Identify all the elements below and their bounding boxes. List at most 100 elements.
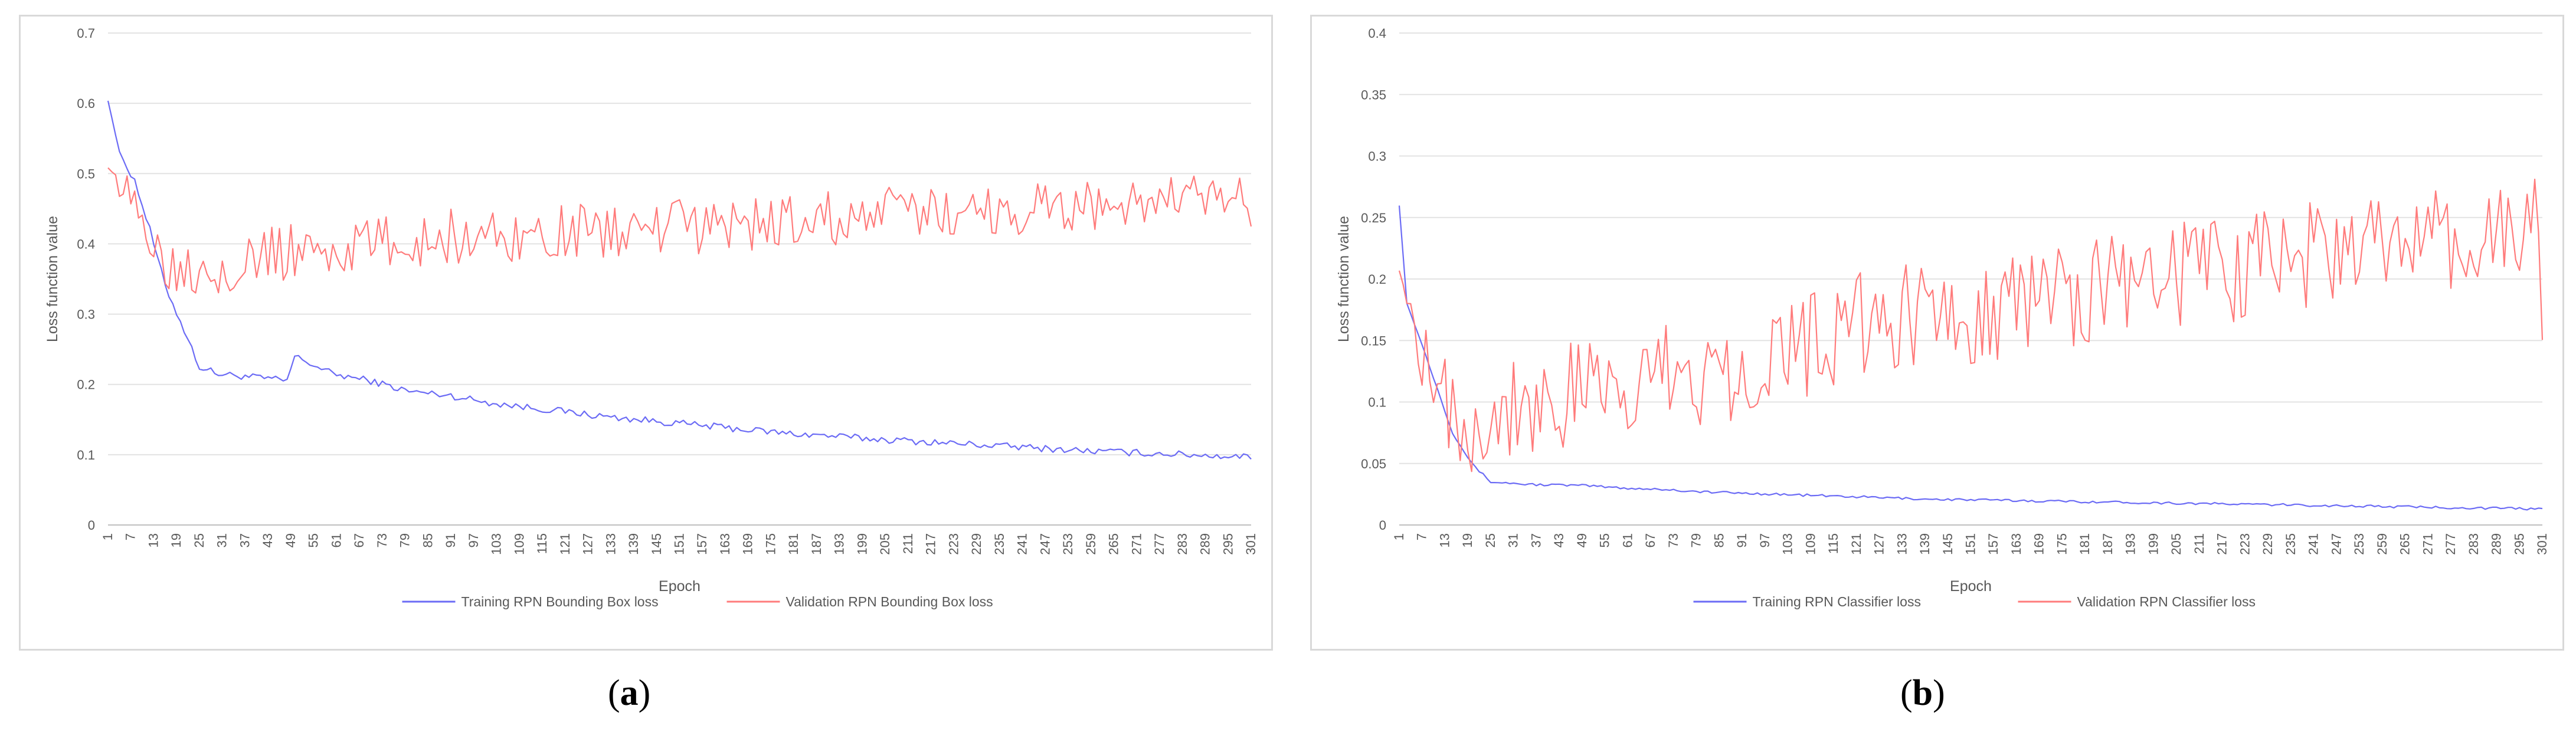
- x-tick-label: 139: [1917, 533, 1932, 555]
- x-tick-label: 151: [1963, 533, 1978, 555]
- x-tick-label: 1: [100, 533, 115, 540]
- series-line-training: [107, 100, 1252, 460]
- x-tick-label: 295: [1220, 533, 1235, 555]
- x-tick-label: 175: [2054, 533, 2069, 555]
- x-tick-label: 7: [123, 533, 138, 540]
- series-line-validation: [107, 167, 1252, 294]
- x-tick-label: 271: [2420, 533, 2435, 555]
- x-tick-label: 139: [626, 533, 641, 555]
- y-tick-label: 0.1: [1368, 395, 1386, 410]
- x-tick-label: 247: [2329, 533, 2343, 555]
- x-tick-label: 13: [1437, 533, 1452, 547]
- x-tick-label: 169: [741, 533, 755, 555]
- x-tick-label: 151: [672, 533, 687, 555]
- x-tick-label: 85: [1711, 533, 1726, 547]
- x-tick-label: 85: [420, 533, 435, 547]
- x-tick-label: 31: [1506, 533, 1521, 547]
- y-tick-label: 0.4: [77, 237, 95, 251]
- x-tick-label: 163: [2009, 533, 2024, 555]
- x-tick-label: 127: [581, 533, 595, 555]
- x-tick-label: 283: [2466, 533, 2481, 555]
- x-tick-label: 253: [2352, 533, 2366, 555]
- x-tick-label: 127: [1872, 533, 1887, 555]
- y-tick-label: 0.15: [1361, 333, 1386, 348]
- legend-label: Validation RPN Bounding Box loss: [786, 594, 993, 609]
- x-tick-label: 1: [1392, 533, 1406, 540]
- chart-svg-a: 0 0.1 0.2 0.3 0.4 0.5 0.6 0.7 1 7 13 19 25 31 37 43 49 55…: [44, 26, 1258, 609]
- x-tick-label: 67: [352, 533, 366, 547]
- x-tick-label: 229: [969, 533, 984, 555]
- x-tick-label: 133: [603, 533, 618, 555]
- caption-a: (a): [608, 673, 651, 713]
- x-tick-label: 253: [1060, 533, 1075, 555]
- x-tick-label: 247: [1037, 533, 1052, 555]
- x-tick-label: 181: [786, 533, 801, 555]
- x-tick-label: 259: [2375, 533, 2390, 555]
- x-tick-label: 31: [215, 533, 230, 547]
- y-tick-label: 0.2: [77, 378, 95, 392]
- x-tick-label: 97: [1757, 533, 1772, 547]
- y-tick-label: 0: [88, 518, 95, 533]
- x-tick-label: 43: [1552, 533, 1566, 547]
- x-tick-label: 61: [329, 533, 343, 547]
- x-tick-label: 175: [763, 533, 778, 555]
- caption-a-letter: a: [620, 673, 639, 713]
- x-tick-label: 133: [1894, 533, 1909, 555]
- x-tick-label: 187: [2100, 533, 2115, 555]
- series-line-validation: [1398, 178, 2544, 472]
- x-tick-label: 295: [2512, 533, 2526, 555]
- x-tick-label: 25: [192, 533, 207, 547]
- x-tick-label: 55: [306, 533, 321, 547]
- y-axis-title: Loss function value: [44, 216, 61, 342]
- x-tick-label: 283: [1175, 533, 1190, 555]
- x-tick-label: 289: [2489, 533, 2504, 555]
- x-tick-label: 43: [260, 533, 275, 547]
- x-tick-label: 217: [924, 533, 938, 555]
- x-tick-label: 211: [901, 533, 915, 554]
- x-tick-label: 301: [1243, 533, 1258, 555]
- x-tick-label: 49: [1575, 533, 1589, 547]
- x-tick-label: 277: [1152, 533, 1167, 555]
- x-tick-label: 241: [1015, 533, 1030, 555]
- x-tick-label: 223: [946, 533, 961, 555]
- x-axis-title: Epoch: [659, 578, 701, 595]
- x-tick-label: 73: [1666, 533, 1681, 547]
- x-tick-label: 103: [489, 533, 504, 555]
- x-tick-label: 55: [1598, 533, 1612, 547]
- y-tick-label: 0.1: [77, 448, 95, 462]
- x-tick-label: 187: [809, 533, 824, 555]
- x-tick-label: 19: [1460, 533, 1475, 547]
- x-tick-label: 193: [2123, 533, 2138, 555]
- x-tick-label: 79: [1689, 533, 1704, 547]
- x-tick-label: 163: [718, 533, 732, 555]
- chart-panel-a: 0 0.1 0.2 0.3 0.4 0.5 0.6 0.7 1 7 13 19 25 31 37 43 49 55…: [19, 15, 1273, 651]
- x-tick-label: 199: [2146, 533, 2161, 555]
- chart-svg-b: 00.050.10.150.20.250.30.350.41 7 13 19 25 31 3…: [1336, 26, 2549, 609]
- x-tick-label: 235: [992, 533, 1007, 555]
- x-tick-label: 19: [169, 533, 184, 547]
- x-tick-label: 271: [1129, 533, 1144, 555]
- x-tick-label: 103: [1780, 533, 1795, 555]
- x-tick-label: 121: [558, 533, 572, 555]
- legend-label: Training RPN Bounding Box loss: [461, 594, 659, 609]
- x-tick-label: 265: [1107, 533, 1121, 555]
- x-tick-label: 301: [2535, 533, 2549, 555]
- x-tick-label: 229: [2260, 533, 2275, 555]
- y-tick-label: 0.7: [77, 26, 95, 41]
- x-tick-label: 13: [146, 533, 161, 547]
- x-tick-label: 259: [1084, 533, 1098, 555]
- x-tick-label: 211: [2192, 533, 2207, 554]
- x-tick-label: 181: [2077, 533, 2092, 555]
- x-tick-label: 121: [1849, 533, 1864, 555]
- y-tick-label: 0.5: [77, 166, 95, 181]
- x-tick-label: 193: [832, 533, 847, 555]
- x-tick-label: 277: [2443, 533, 2458, 555]
- y-tick-label: 0.6: [77, 96, 95, 111]
- x-tick-label: 115: [1826, 533, 1841, 554]
- y-tick-label: 0.05: [1361, 457, 1386, 471]
- x-tick-label: 169: [2032, 533, 2047, 555]
- x-tick-label: 25: [1483, 533, 1498, 547]
- x-tick-label: 91: [1734, 533, 1749, 547]
- x-tick-label: 115: [535, 533, 549, 554]
- x-tick-label: 199: [855, 533, 869, 555]
